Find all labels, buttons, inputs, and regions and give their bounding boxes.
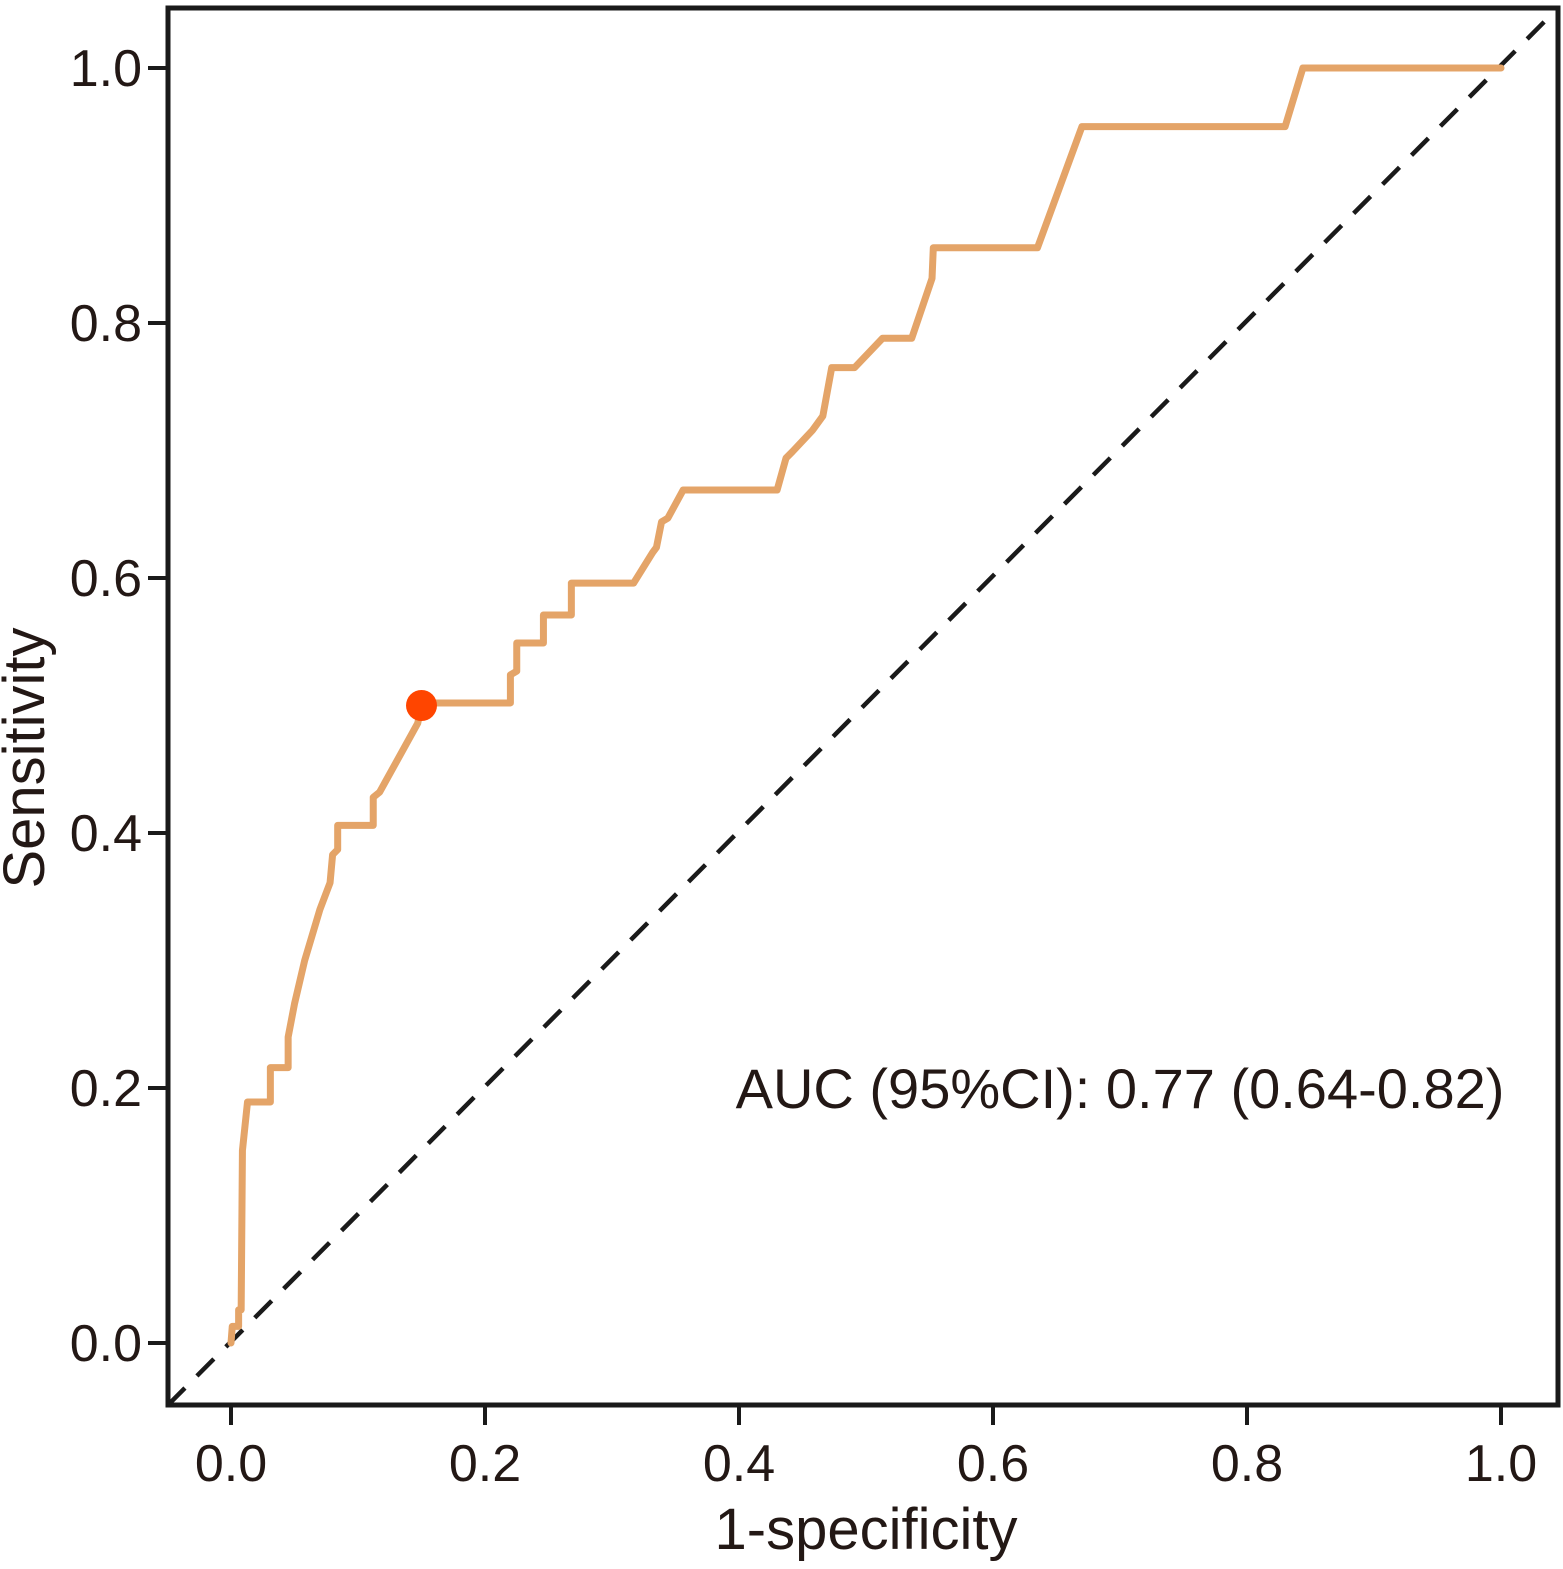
chart-generated-layer: 0.0 0.2 0.4 0.6 0.8 1.0 0.0 0.2 0.4 0.6 0.8 1.0 [70, 5, 1561, 1493]
x-tick-label: 0.8 [1211, 1435, 1283, 1493]
y-tick-label: 0.0 [70, 1315, 142, 1373]
operating-point-marker [406, 690, 437, 721]
x-tick-label: 1.0 [1465, 1435, 1537, 1493]
y-tick-label: 0.4 [70, 805, 142, 863]
y-tick-label: 0.8 [70, 295, 142, 353]
x-axis-title: 1-specificity [715, 1497, 1018, 1562]
plot-border [165, 5, 1561, 1408]
y-tick-label: 1.0 [70, 40, 142, 98]
chance-diagonal-line [166, 6, 1560, 1407]
x-tick-label: 0.4 [703, 1435, 775, 1493]
x-tick-label: 0.0 [195, 1435, 267, 1493]
y-tick-label: 0.2 [70, 1060, 142, 1118]
y-axis-title: Sensitivity [0, 627, 57, 888]
x-tick-label: 0.2 [449, 1435, 521, 1493]
y-tick-label: 0.6 [70, 550, 142, 608]
auc-annotation: AUC (95%CI): 0.77 (0.64-0.82) [736, 1057, 1505, 1120]
x-tick-label: 0.6 [957, 1435, 1029, 1493]
roc-curve-line [227, 64, 1505, 1347]
